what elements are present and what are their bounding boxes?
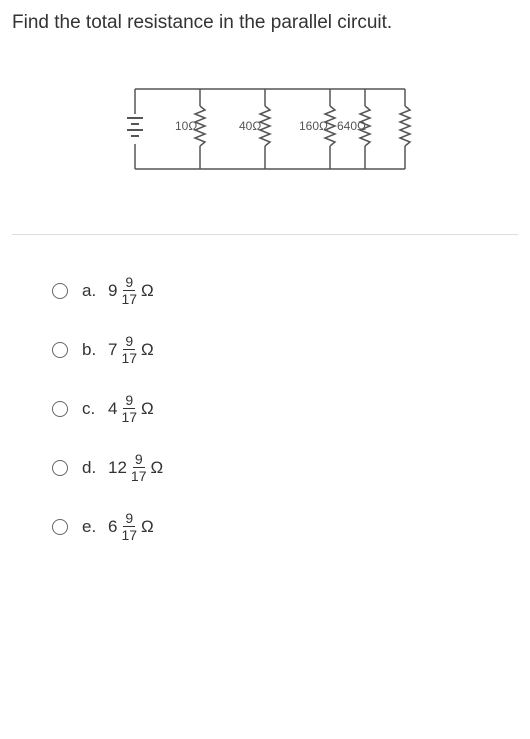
resistor-label-2: 40Ω bbox=[239, 119, 261, 133]
option-value: 12 917 Ω bbox=[108, 452, 163, 483]
radio-icon[interactable] bbox=[52, 283, 68, 299]
option-letter: a. bbox=[82, 281, 108, 301]
separator bbox=[12, 234, 518, 235]
option-letter: b. bbox=[82, 340, 108, 360]
option-value: 6 917 Ω bbox=[108, 511, 154, 542]
resistor-label-4: 640Ω bbox=[337, 119, 366, 133]
resistor-label-3: 160Ω bbox=[299, 119, 328, 133]
radio-icon[interactable] bbox=[52, 460, 68, 476]
option-letter: e. bbox=[82, 517, 108, 537]
option-letter: d. bbox=[82, 458, 108, 478]
question-text: Find the total resistance in the paralle… bbox=[12, 12, 518, 34]
option-c[interactable]: c. 4 917 Ω bbox=[52, 393, 518, 424]
radio-icon[interactable] bbox=[52, 401, 68, 417]
option-value: 7 917 Ω bbox=[108, 334, 154, 365]
option-value: 4 917 Ω bbox=[108, 393, 154, 424]
radio-icon[interactable] bbox=[52, 342, 68, 358]
option-e[interactable]: e. 6 917 Ω bbox=[52, 511, 518, 542]
options-group: a. 9 917 Ω b. 7 917 Ω c. 4 917 Ω d. 12 9… bbox=[12, 275, 518, 542]
option-value: 9 917 Ω bbox=[108, 275, 154, 306]
radio-icon[interactable] bbox=[52, 519, 68, 535]
circuit-diagram: 10Ω 40Ω 160Ω 640Ω bbox=[12, 74, 518, 184]
option-letter: c. bbox=[82, 399, 108, 419]
option-b[interactable]: b. 7 917 Ω bbox=[52, 334, 518, 365]
resistor-label-1: 10Ω bbox=[175, 119, 197, 133]
option-a[interactable]: a. 9 917 Ω bbox=[52, 275, 518, 306]
option-d[interactable]: d. 12 917 Ω bbox=[52, 452, 518, 483]
